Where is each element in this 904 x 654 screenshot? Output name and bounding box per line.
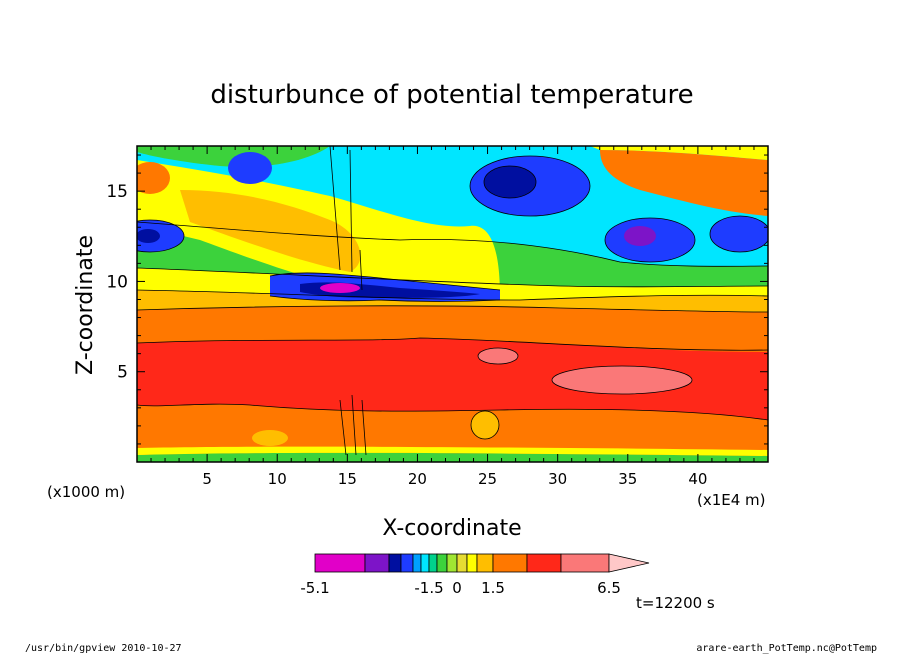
colorbar-tick-label: 6.5 xyxy=(597,579,621,597)
colorbar-segment xyxy=(388,553,402,573)
field-orange-band xyxy=(137,305,768,352)
y-axis-label: Z-coordinate xyxy=(73,235,98,375)
field-blue-cell-3 xyxy=(710,216,768,252)
x-tick-label: 35 xyxy=(618,470,637,488)
field-orange-right xyxy=(600,150,768,216)
colorbar-segment xyxy=(436,553,448,573)
x-axis-ticks: 5 10 15 20 25 30 35 40 xyxy=(136,146,769,488)
time-label: t=12200 s xyxy=(636,594,715,612)
x-unit-right: (x1E4 m) xyxy=(697,491,766,509)
colorbar-tick-label: -1.5 xyxy=(414,579,443,597)
field-navy-cell-1 xyxy=(484,166,536,198)
colorbar-tick-label: 1.5 xyxy=(481,579,505,597)
x-axis-label: X-coordinate xyxy=(382,516,521,541)
field-orange-topleft xyxy=(137,162,170,194)
field-yellow-right xyxy=(590,146,768,160)
field-yellow-blob-2 xyxy=(252,430,288,446)
field-ground-layer xyxy=(137,452,768,462)
colorbar-segment xyxy=(476,553,494,573)
colorbar-segment xyxy=(456,553,468,573)
x-tick-label: 30 xyxy=(548,470,567,488)
colorbar xyxy=(314,553,650,573)
colorbar-segment xyxy=(420,553,430,573)
field-purple-cell-2 xyxy=(624,226,656,246)
colorbar-segment xyxy=(428,553,438,573)
x-tick-label: 40 xyxy=(688,470,707,488)
y-axis-ticks: 5 10 15 xyxy=(106,154,768,463)
field-pink-patch-1 xyxy=(552,366,692,394)
x-tick-label: 20 xyxy=(408,470,427,488)
chart-title: disturbunce of potential temperature xyxy=(210,80,693,110)
field-blue-cell-5 xyxy=(228,152,272,184)
field-magenta-core xyxy=(320,283,360,293)
y-tick-label: 15 xyxy=(106,182,128,202)
y-tick-label: 10 xyxy=(106,272,128,292)
y-tick-label: 5 xyxy=(117,363,128,383)
colorbar-segment xyxy=(364,553,390,573)
x-unit-left: (x1000 m) xyxy=(47,483,125,501)
field-orange-upper xyxy=(180,190,361,272)
footer-left: /usr/bin/gpview 2010-10-27 xyxy=(25,643,182,654)
field-blue-cell-4 xyxy=(137,220,184,252)
x-tick-label: 10 xyxy=(268,470,287,488)
x-tick-label: 25 xyxy=(478,470,497,488)
colorbar-segment xyxy=(446,553,458,573)
field-pink-patch-2 xyxy=(478,348,518,364)
colorbar-segment xyxy=(466,553,478,573)
field-navy-cell-4 xyxy=(137,229,160,243)
contour-lines xyxy=(137,146,768,456)
field-green-topleft xyxy=(137,146,330,167)
field-ground-yellow xyxy=(137,446,768,456)
colorbar-segment xyxy=(492,553,528,573)
footer-right: arare-earth_PotTemp.nc@PotTemp xyxy=(696,643,877,654)
colorbar-segment xyxy=(526,553,562,573)
colorbar-tick-labels: -5.1 -1.5 0 1.5 6.5 xyxy=(300,579,621,597)
colorbar-segment xyxy=(560,553,610,573)
colorbar-segment xyxy=(412,553,422,573)
x-tick-label: 15 xyxy=(338,470,357,488)
contour-field xyxy=(137,146,768,462)
colorbar-tick-label: -5.1 xyxy=(300,579,329,597)
x-tick-label: 5 xyxy=(202,470,212,488)
colorbar-tick-label: 0 xyxy=(452,579,462,597)
colorbar-segment xyxy=(314,553,366,573)
field-yellow-blob-1 xyxy=(471,411,499,439)
colorbar-extension-arrow xyxy=(608,553,650,573)
plot-frame xyxy=(136,145,769,463)
field-red-band xyxy=(137,338,768,420)
colorbar-segment xyxy=(400,553,414,573)
